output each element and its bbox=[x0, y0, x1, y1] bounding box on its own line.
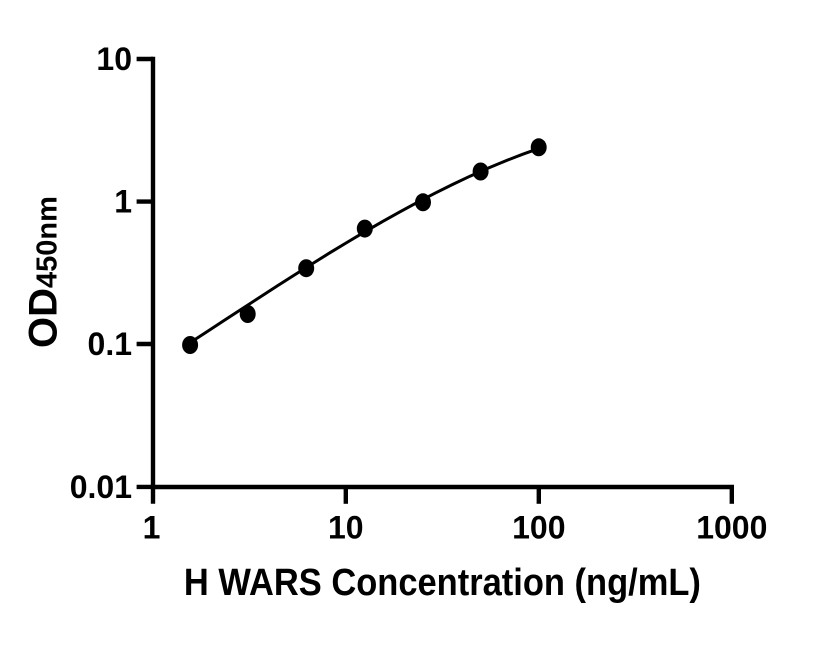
svg-text:1: 1 bbox=[143, 510, 161, 546]
svg-text:1000: 1000 bbox=[696, 510, 767, 546]
svg-text:H WARS Concentration (ng/mL): H WARS Concentration (ng/mL) bbox=[184, 562, 701, 604]
svg-text:100: 100 bbox=[512, 510, 565, 546]
svg-text:0.1: 0.1 bbox=[88, 326, 132, 362]
svg-text:10: 10 bbox=[328, 510, 364, 546]
svg-text:0.01: 0.01 bbox=[70, 469, 132, 505]
svg-text:1: 1 bbox=[114, 184, 132, 220]
svg-text:10: 10 bbox=[96, 41, 132, 77]
svg-text:OD450nm: OD450nm bbox=[22, 196, 66, 348]
